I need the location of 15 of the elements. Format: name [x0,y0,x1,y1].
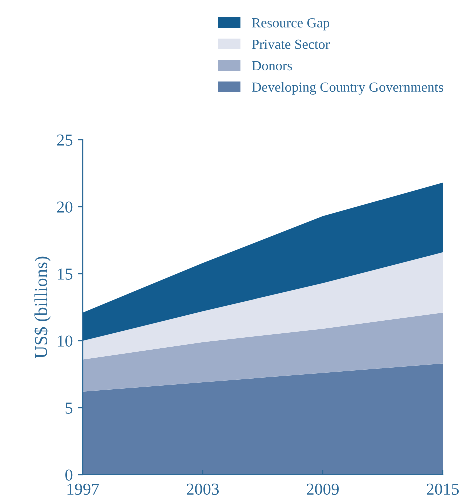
y-tick-label: 5 [66,402,73,414]
y-tick-label: 20 [57,202,73,213]
x-tick-label: 2015 [427,484,460,496]
x-tick-label: 2009 [307,484,339,496]
y-axis-title: US$ (billions) [34,256,52,359]
x-tick-label: 2003 [187,484,220,496]
legend-label: Private Sector [252,40,330,50]
y-tick-label: 0 [66,470,73,481]
x-tick-label: 1997 [68,484,100,496]
legend-label: Donors [252,61,292,71]
legend-label: Developing Country Governments [252,82,444,95]
legend-label: Resource Gap [252,18,330,31]
y-tick-label: 25 [57,134,73,146]
y-tick-label: 15 [58,268,73,280]
y-tick-label: 10 [58,336,73,347]
